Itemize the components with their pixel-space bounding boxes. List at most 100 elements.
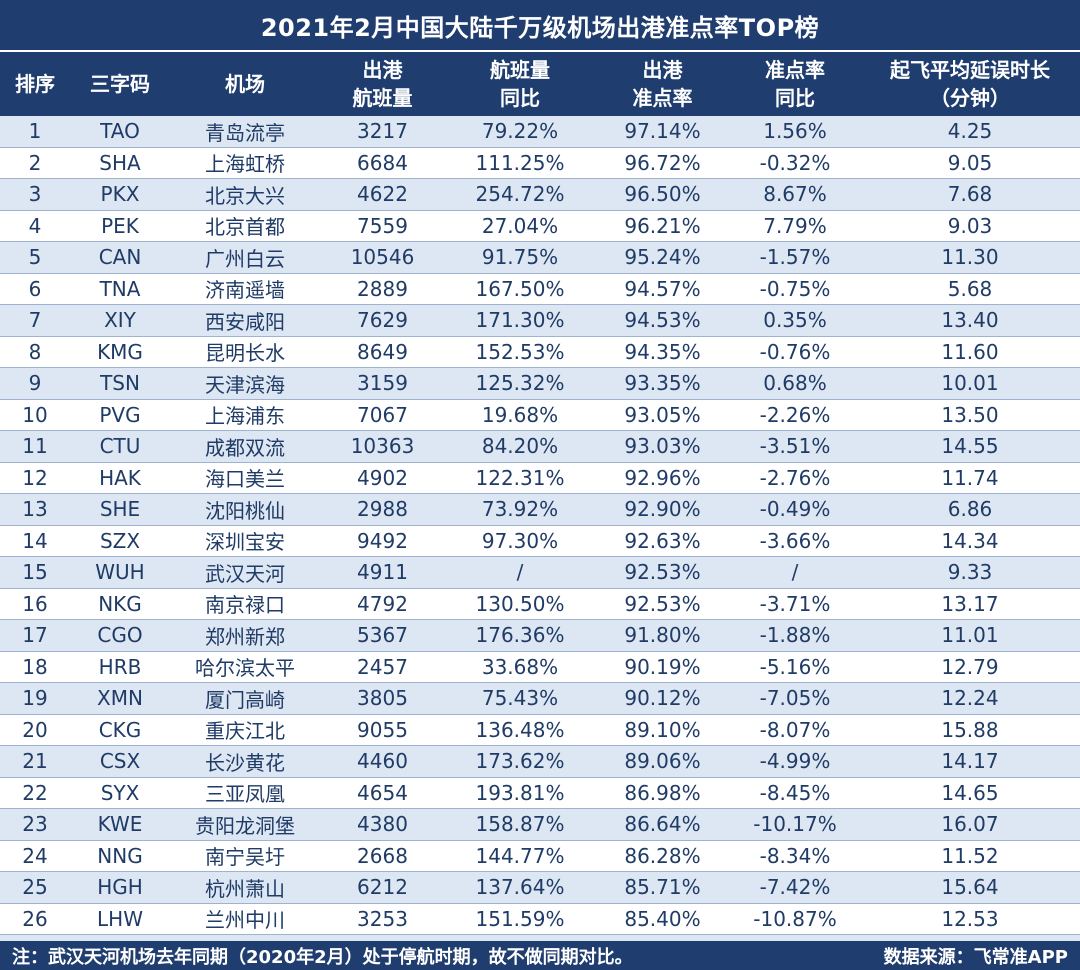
cell-flights: 4460: [357, 749, 408, 774]
cell-yoy: 193.81%: [475, 780, 565, 805]
cell-yoy: 254.72%: [475, 182, 565, 207]
header-code: 三字码: [90, 72, 150, 96]
cell-yoy: 130.50%: [475, 591, 565, 616]
cell-ontime-yoy: -8.34%: [759, 843, 831, 868]
header-yoy-line1: 航班量: [490, 58, 550, 82]
table-row: 9 TSN 天津滨海 3159 125.32% 93.35% 0.68% 10.01: [0, 368, 1080, 400]
cell-code: HAK: [99, 465, 141, 490]
cell-ontime: 91.80%: [624, 623, 701, 648]
cell-delay: 11.30: [941, 245, 999, 270]
cell-yoy: 19.68%: [481, 402, 559, 427]
cell-ontime-yoy: 8.67%: [763, 182, 827, 207]
page-title: 2021年2月中国大陆千万级机场出港准点率TOP榜: [0, 0, 1080, 52]
cell-ontime: 96.50%: [624, 182, 701, 207]
cell-airport: 兰州中川: [205, 908, 285, 933]
cell-airport: 三亚凤凰: [205, 782, 285, 807]
cell-ontime-yoy: -7.42%: [759, 875, 831, 900]
cell-flights: 4911: [357, 560, 408, 585]
cell-ontime: 93.05%: [624, 402, 701, 427]
cell-ontime-yoy: -0.32%: [759, 150, 831, 175]
table-row: 15 WUH 武汉天河 4911 / 92.53% / 9.33: [0, 557, 1080, 589]
cell-ontime: 86.64%: [624, 812, 701, 837]
cell-flights: 5367: [357, 623, 408, 648]
cell-ontime-yoy: /: [791, 560, 799, 585]
cell-airport: 南宁吴圩: [205, 845, 285, 870]
cell-airport: 武汉天河: [205, 561, 285, 586]
cell-delay: 12.53: [941, 906, 999, 931]
cell-airport: 西安咸阳: [205, 309, 285, 334]
header-ontime-line2: 准点率: [632, 86, 693, 110]
cell-delay: 11.74: [941, 465, 999, 490]
cell-ontime-yoy: 7.79%: [763, 213, 827, 238]
cell-ontime-yoy: -2.76%: [759, 465, 831, 490]
table-row: 5 CAN 广州白云 10546 91.75% 95.24% -1.57% 11.30: [0, 242, 1080, 274]
cell-ontime-yoy: -8.07%: [759, 717, 831, 742]
cell-ontime-yoy: -4.99%: [759, 749, 831, 774]
header-delay-line1: 起飞平均延误时长: [890, 58, 1050, 82]
cell-ontime: 96.72%: [624, 150, 701, 175]
cell-ontime: 92.90%: [624, 497, 701, 522]
cell-rank: 19: [22, 686, 48, 711]
cell-flights: 10546: [350, 245, 415, 270]
cell-yoy: 125.32%: [475, 371, 565, 396]
cell-delay: 4.25: [947, 119, 993, 144]
header-yoy-line2: 同比: [500, 86, 540, 110]
cell-flights: 2889: [357, 276, 408, 301]
cell-airport: 上海虹桥: [205, 152, 285, 177]
cell-code: CGO: [97, 623, 143, 648]
table-row: 6 TNA 济南遥墙 2889 167.50% 94.57% -0.75% 5.68: [0, 273, 1080, 305]
table-row: 25 HGH 杭州萧山 6212 137.64% 85.71% -7.42% 15.64: [0, 872, 1080, 904]
cell-code: SZX: [99, 528, 141, 553]
table-row: 13 SHE 沈阳桃仙 2988 73.92% 92.90% -0.49% 6.86: [0, 494, 1080, 526]
cell-code: SYX: [100, 780, 140, 805]
cell-ontime: 86.98%: [624, 780, 701, 805]
cell-code: CTU: [99, 434, 141, 459]
cell-delay: 11.52: [941, 843, 999, 868]
cell-yoy: 158.87%: [475, 812, 565, 837]
cell-ontime: 92.63%: [624, 528, 701, 553]
cell-ontime: 97.14%: [624, 119, 701, 144]
cell-yoy: 91.75%: [481, 245, 559, 270]
cell-ontime: 86.28%: [624, 843, 701, 868]
table-row: 12 HAK 海口美兰 4902 122.31% 92.96% -2.76% 11.74: [0, 462, 1080, 494]
cell-code: WUH: [95, 560, 145, 585]
cell-code: KWE: [97, 812, 143, 837]
table-row: 18 HRB 哈尔滨太平 2457 33.68% 90.19% -5.16% 12.79: [0, 651, 1080, 683]
cell-flights: 9492: [357, 528, 408, 553]
cell-flights: 3805: [357, 686, 408, 711]
cell-ontime: 94.35%: [624, 339, 701, 364]
header-ontime: 出港 准点率: [595, 56, 730, 112]
header-ontime-yoy-line1: 准点率: [765, 58, 825, 82]
cell-rank: 11: [22, 434, 48, 459]
cell-delay: 6.86: [947, 497, 993, 522]
cell-ontime-yoy: -3.71%: [759, 591, 831, 616]
cell-ontime-yoy: 1.56%: [763, 119, 827, 144]
cell-ontime: 92.96%: [624, 465, 701, 490]
cell-code: TSN: [100, 371, 140, 396]
table-row: 23 KWE 贵阳龙洞堡 4380 158.87% 86.64% -10.17% 16.07: [0, 809, 1080, 841]
table-row: 4 PEK 北京首都 7559 27.04% 96.21% 7.79% 9.03: [0, 210, 1080, 242]
cell-rank: 13: [22, 497, 48, 522]
cell-ontime-yoy: -3.66%: [759, 528, 831, 553]
cell-ontime: 93.03%: [624, 434, 701, 459]
header-rank: 排序: [15, 72, 55, 96]
cell-airport: 上海浦东: [205, 404, 285, 429]
cell-rank: 12: [22, 465, 48, 490]
cell-ontime-yoy: -1.88%: [759, 623, 831, 648]
cell-ontime-yoy: -8.45%: [759, 780, 831, 805]
cell-flights: 9055: [357, 717, 408, 742]
cell-flights: 7629: [357, 308, 408, 333]
cell-airport: 成都双流: [205, 435, 285, 460]
cell-ontime-yoy: 0.35%: [763, 308, 827, 333]
cell-yoy: 75.43%: [481, 686, 559, 711]
cell-airport: 贵阳龙洞堡: [195, 813, 295, 838]
cell-delay: 15.64: [941, 875, 999, 900]
cell-code: CKG: [98, 717, 142, 742]
table-row: 22 SYX 三亚凤凰 4654 193.81% 86.98% -8.45% 14.65: [0, 777, 1080, 809]
cell-code: KMG: [97, 339, 143, 364]
cell-ontime-yoy: -1.57%: [759, 245, 831, 270]
cell-code: PVG: [99, 402, 141, 427]
cell-delay: 10.01: [941, 371, 999, 396]
cell-rank: 9: [28, 371, 42, 396]
table-row: 10 PVG 上海浦东 7067 19.68% 93.05% -2.26% 13.50: [0, 399, 1080, 431]
